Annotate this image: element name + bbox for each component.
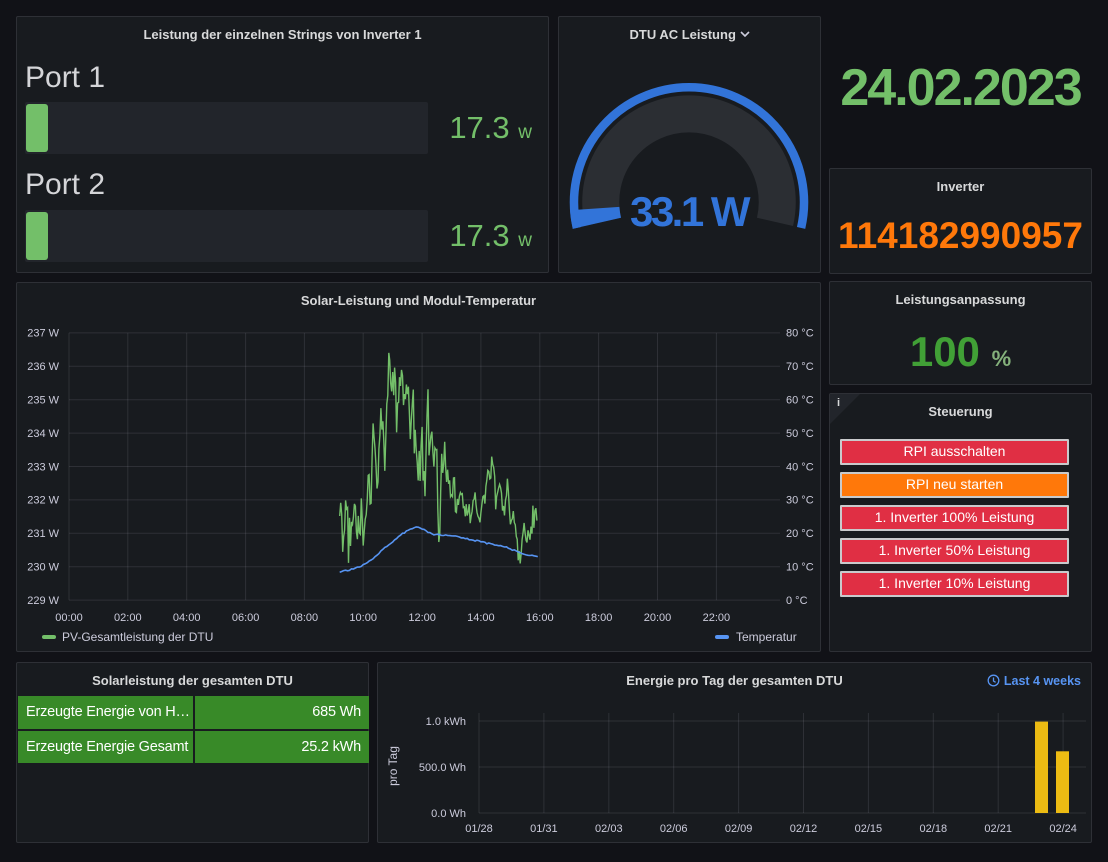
svg-text:02/18: 02/18 bbox=[920, 823, 948, 835]
svg-text:237 W: 237 W bbox=[27, 328, 59, 340]
svg-text:08:00: 08:00 bbox=[291, 612, 319, 624]
svg-text:0.0 Wh: 0.0 Wh bbox=[431, 808, 466, 820]
svg-text:01/31: 01/31 bbox=[530, 823, 558, 835]
svg-text:30 °C: 30 °C bbox=[786, 495, 814, 507]
svg-text:02/15: 02/15 bbox=[855, 823, 883, 835]
svg-text:233 W: 233 W bbox=[27, 461, 59, 473]
svg-text:Temperatur: Temperatur bbox=[736, 630, 797, 644]
svg-text:22:00: 22:00 bbox=[703, 612, 731, 624]
svg-text:80 °C: 80 °C bbox=[786, 328, 814, 340]
svg-text:231 W: 231 W bbox=[27, 528, 59, 540]
svg-text:02/12: 02/12 bbox=[790, 823, 818, 835]
svg-text:02:00: 02:00 bbox=[114, 612, 142, 624]
svg-text:02/09: 02/09 bbox=[725, 823, 753, 835]
svg-text:234 W: 234 W bbox=[27, 428, 59, 440]
svg-text:60 °C: 60 °C bbox=[786, 395, 814, 407]
svg-text:40 °C: 40 °C bbox=[786, 461, 814, 473]
svg-text:04:00: 04:00 bbox=[173, 612, 201, 624]
svg-text:00:00: 00:00 bbox=[55, 612, 83, 624]
svg-text:14:00: 14:00 bbox=[467, 612, 495, 624]
svg-text:10 °C: 10 °C bbox=[786, 562, 814, 574]
svg-text:06:00: 06:00 bbox=[232, 612, 260, 624]
svg-text:232 W: 232 W bbox=[27, 495, 59, 507]
svg-text:12:00: 12:00 bbox=[408, 612, 436, 624]
svg-text:PV-Gesamtleistung der DTU: PV-Gesamtleistung der DTU bbox=[62, 630, 213, 644]
svg-text:230 W: 230 W bbox=[27, 562, 59, 574]
svg-text:70 °C: 70 °C bbox=[786, 361, 814, 373]
svg-text:500.0 Wh: 500.0 Wh bbox=[419, 762, 466, 774]
svg-text:02/24: 02/24 bbox=[1049, 823, 1077, 835]
svg-text:33.1 W: 33.1 W bbox=[630, 188, 751, 235]
svg-text:1.0 kWh: 1.0 kWh bbox=[426, 716, 466, 728]
svg-text:10:00: 10:00 bbox=[349, 612, 377, 624]
svg-text:235 W: 235 W bbox=[27, 395, 59, 407]
svg-text:02/03: 02/03 bbox=[595, 823, 623, 835]
svg-text:229 W: 229 W bbox=[27, 595, 59, 607]
svg-text:236 W: 236 W bbox=[27, 361, 59, 373]
svg-text:02/06: 02/06 bbox=[660, 823, 688, 835]
svg-text:20:00: 20:00 bbox=[644, 612, 672, 624]
svg-text:0 °C: 0 °C bbox=[786, 595, 808, 607]
svg-text:50 °C: 50 °C bbox=[786, 428, 814, 440]
svg-text:16:00: 16:00 bbox=[526, 612, 554, 624]
svg-text:20 °C: 20 °C bbox=[786, 528, 814, 540]
svg-text:02/21: 02/21 bbox=[984, 823, 1012, 835]
svg-text:01/28: 01/28 bbox=[465, 823, 493, 835]
svg-text:18:00: 18:00 bbox=[585, 612, 613, 624]
